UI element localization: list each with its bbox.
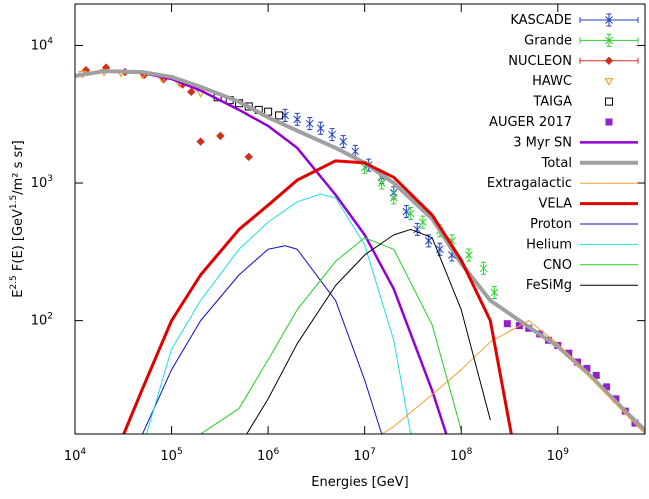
- data-point: [196, 137, 205, 146]
- data-point: [448, 234, 456, 248]
- legend-label: 3 Myr SN: [513, 135, 572, 150]
- legend-label: KASCADE: [510, 13, 572, 28]
- legend-label: VELA: [538, 196, 572, 211]
- data-point: [479, 261, 488, 275]
- data-point: [435, 242, 444, 256]
- data-point: [413, 222, 422, 236]
- data-point: [351, 144, 360, 158]
- data-point: [389, 191, 398, 205]
- legend-label: HAWC: [532, 74, 572, 89]
- series-line: [141, 245, 383, 434]
- legend-swatch: [605, 33, 613, 47]
- x-tick-label: 108​: [450, 447, 473, 464]
- data-point: [281, 108, 289, 122]
- data-point: [216, 131, 225, 141]
- series-line: [145, 193, 412, 434]
- series-line: [200, 237, 462, 434]
- legend-label: FeSiMg: [526, 278, 572, 293]
- data-point: [244, 152, 253, 162]
- series-line: [381, 320, 645, 434]
- legend-swatch: [605, 118, 613, 126]
- x-tick-label: 106​: [257, 447, 280, 464]
- data-point: [592, 371, 600, 379]
- legend-swatch: [604, 56, 614, 66]
- data-point: [339, 135, 348, 149]
- legend-label: Proton: [530, 217, 572, 232]
- data-point: [305, 117, 314, 131]
- data-point: [360, 160, 369, 174]
- data-point: [328, 128, 336, 142]
- y-tick-label: 102​: [31, 311, 53, 328]
- y-axis-label: E2.5​ F(E) [GeV1.5​/m² s sr]: [9, 140, 26, 298]
- legend-label: Total: [541, 155, 572, 170]
- plot-area: [75, 63, 645, 434]
- data-point: [490, 286, 499, 300]
- series-line: [246, 228, 491, 434]
- data-point: [187, 87, 196, 97]
- legend-swatch: [605, 13, 613, 27]
- x-axis-label: Energies [GeV]: [311, 475, 408, 490]
- legend-swatch: [604, 78, 614, 86]
- legend-label: CNO: [543, 257, 572, 272]
- x-tick-label: 104​: [64, 447, 87, 464]
- legend-label: Extragalactic: [487, 176, 572, 191]
- data-point: [418, 215, 427, 229]
- x-tick-label: 105​: [160, 447, 182, 464]
- data-point: [406, 207, 415, 221]
- legend-label: TAIGA: [532, 94, 572, 109]
- data-point: [316, 121, 325, 135]
- y-tick-label: 104​: [31, 36, 54, 53]
- x-tick-label: 107​: [354, 447, 376, 464]
- data-point: [503, 320, 511, 328]
- data-point: [424, 234, 433, 248]
- plot-frame: [74, 3, 646, 435]
- data-point: [377, 176, 386, 190]
- legend-swatch: [605, 97, 613, 106]
- legend-label: NUCLEON: [508, 53, 572, 68]
- data-point: [402, 205, 411, 219]
- series-line: [75, 69, 448, 434]
- legend-label: Grande: [524, 33, 572, 48]
- data-point: [293, 112, 302, 126]
- data-point: [465, 248, 473, 262]
- series-line: [122, 159, 513, 434]
- data-point: [448, 248, 456, 262]
- y-tick-label: 103​: [31, 174, 53, 191]
- x-tick-label: 109​: [547, 447, 570, 464]
- data-point: [275, 111, 284, 120]
- legend-label: Helium: [526, 237, 572, 252]
- legend-label: AUGER 2017: [489, 115, 572, 130]
